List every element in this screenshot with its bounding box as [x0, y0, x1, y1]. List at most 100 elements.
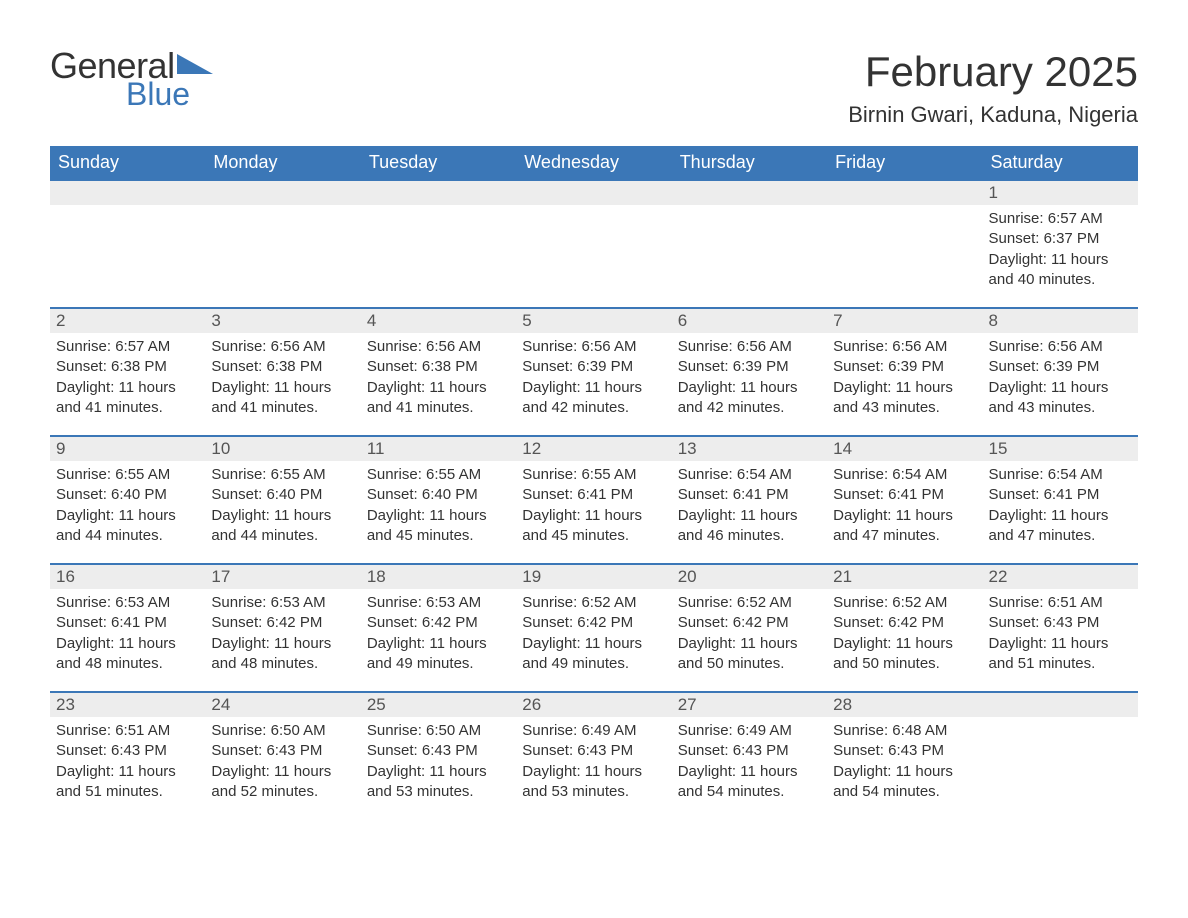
- day-body: Sunrise: 6:49 AMSunset: 6:43 PMDaylight:…: [516, 717, 671, 812]
- sunset-line: Sunset: 6:39 PM: [678, 357, 821, 377]
- calendar-empty-cell: [361, 180, 516, 308]
- day-body: Sunrise: 6:56 AMSunset: 6:38 PMDaylight:…: [205, 333, 360, 428]
- daylight-line: Daylight: 11 hours and 51 minutes.: [989, 634, 1132, 675]
- calendar-week-row: 23Sunrise: 6:51 AMSunset: 6:43 PMDayligh…: [50, 692, 1138, 820]
- sunset-line: Sunset: 6:41 PM: [833, 485, 976, 505]
- daylight-line: Daylight: 11 hours and 45 minutes.: [522, 506, 665, 547]
- calendar-week-row: 2Sunrise: 6:57 AMSunset: 6:38 PMDaylight…: [50, 308, 1138, 436]
- sunset-line: Sunset: 6:39 PM: [989, 357, 1132, 377]
- daylight-line: Daylight: 11 hours and 42 minutes.: [522, 378, 665, 419]
- day-number: [827, 181, 982, 205]
- sunset-line: Sunset: 6:43 PM: [989, 613, 1132, 633]
- daylight-line: Daylight: 11 hours and 47 minutes.: [833, 506, 976, 547]
- sunrise-line: Sunrise: 6:54 AM: [833, 465, 976, 485]
- daylight-line: Daylight: 11 hours and 43 minutes.: [833, 378, 976, 419]
- sunrise-line: Sunrise: 6:55 AM: [367, 465, 510, 485]
- sunrise-line: Sunrise: 6:50 AM: [367, 721, 510, 741]
- sunset-line: Sunset: 6:43 PM: [678, 741, 821, 761]
- sunrise-line: Sunrise: 6:56 AM: [989, 337, 1132, 357]
- calendar-empty-cell: [516, 180, 671, 308]
- day-body: Sunrise: 6:51 AMSunset: 6:43 PMDaylight:…: [50, 717, 205, 812]
- day-body: Sunrise: 6:56 AMSunset: 6:39 PMDaylight:…: [983, 333, 1138, 428]
- sunset-line: Sunset: 6:43 PM: [56, 741, 199, 761]
- weekday-header-row: SundayMondayTuesdayWednesdayThursdayFrid…: [50, 146, 1138, 180]
- daylight-line: Daylight: 11 hours and 44 minutes.: [211, 506, 354, 547]
- daylight-line: Daylight: 11 hours and 53 minutes.: [522, 762, 665, 803]
- calendar-week-row: 16Sunrise: 6:53 AMSunset: 6:41 PMDayligh…: [50, 564, 1138, 692]
- sunset-line: Sunset: 6:43 PM: [211, 741, 354, 761]
- sunset-line: Sunset: 6:38 PM: [367, 357, 510, 377]
- day-number: [516, 181, 671, 205]
- daylight-line: Daylight: 11 hours and 41 minutes.: [367, 378, 510, 419]
- weekday-header: Sunday: [50, 146, 205, 180]
- calendar-day-cell: 28Sunrise: 6:48 AMSunset: 6:43 PMDayligh…: [827, 692, 982, 820]
- calendar-day-cell: 20Sunrise: 6:52 AMSunset: 6:42 PMDayligh…: [672, 564, 827, 692]
- day-number: 16: [50, 565, 205, 589]
- title-block: February 2025 Birnin Gwari, Kaduna, Nige…: [848, 48, 1138, 128]
- daylight-line: Daylight: 11 hours and 43 minutes.: [989, 378, 1132, 419]
- sunrise-line: Sunrise: 6:53 AM: [211, 593, 354, 613]
- day-number: 2: [50, 309, 205, 333]
- day-number: 1: [983, 181, 1138, 205]
- day-number: 8: [983, 309, 1138, 333]
- day-body: Sunrise: 6:50 AMSunset: 6:43 PMDaylight:…: [361, 717, 516, 812]
- calendar-day-cell: 14Sunrise: 6:54 AMSunset: 6:41 PMDayligh…: [827, 436, 982, 564]
- location: Birnin Gwari, Kaduna, Nigeria: [848, 102, 1138, 128]
- day-body: Sunrise: 6:50 AMSunset: 6:43 PMDaylight:…: [205, 717, 360, 812]
- daylight-line: Daylight: 11 hours and 47 minutes.: [989, 506, 1132, 547]
- calendar-empty-cell: [983, 692, 1138, 820]
- logo-text-blue: Blue: [126, 78, 213, 110]
- day-number: 3: [205, 309, 360, 333]
- logo-triangle-icon: [177, 52, 213, 78]
- sunrise-line: Sunrise: 6:52 AM: [678, 593, 821, 613]
- sunrise-line: Sunrise: 6:56 AM: [678, 337, 821, 357]
- day-body: Sunrise: 6:53 AMSunset: 6:41 PMDaylight:…: [50, 589, 205, 684]
- daylight-line: Daylight: 11 hours and 54 minutes.: [833, 762, 976, 803]
- month-title: February 2025: [848, 48, 1138, 96]
- day-body: Sunrise: 6:54 AMSunset: 6:41 PMDaylight:…: [827, 461, 982, 556]
- day-body: [205, 205, 360, 219]
- calendar-day-cell: 1Sunrise: 6:57 AMSunset: 6:37 PMDaylight…: [983, 180, 1138, 308]
- sunset-line: Sunset: 6:39 PM: [522, 357, 665, 377]
- sunset-line: Sunset: 6:43 PM: [833, 741, 976, 761]
- calendar-day-cell: 3Sunrise: 6:56 AMSunset: 6:38 PMDaylight…: [205, 308, 360, 436]
- sunrise-line: Sunrise: 6:54 AM: [678, 465, 821, 485]
- day-body: Sunrise: 6:57 AMSunset: 6:37 PMDaylight:…: [983, 205, 1138, 300]
- daylight-line: Daylight: 11 hours and 41 minutes.: [211, 378, 354, 419]
- day-number: 10: [205, 437, 360, 461]
- calendar-empty-cell: [50, 180, 205, 308]
- weekday-header: Thursday: [672, 146, 827, 180]
- sunrise-line: Sunrise: 6:55 AM: [56, 465, 199, 485]
- calendar-day-cell: 23Sunrise: 6:51 AMSunset: 6:43 PMDayligh…: [50, 692, 205, 820]
- calendar-day-cell: 18Sunrise: 6:53 AMSunset: 6:42 PMDayligh…: [361, 564, 516, 692]
- day-body: Sunrise: 6:57 AMSunset: 6:38 PMDaylight:…: [50, 333, 205, 428]
- sunrise-line: Sunrise: 6:48 AM: [833, 721, 976, 741]
- calendar-day-cell: 16Sunrise: 6:53 AMSunset: 6:41 PMDayligh…: [50, 564, 205, 692]
- sunrise-line: Sunrise: 6:55 AM: [211, 465, 354, 485]
- daylight-line: Daylight: 11 hours and 51 minutes.: [56, 762, 199, 803]
- daylight-line: Daylight: 11 hours and 50 minutes.: [678, 634, 821, 675]
- day-number: 22: [983, 565, 1138, 589]
- calendar-day-cell: 15Sunrise: 6:54 AMSunset: 6:41 PMDayligh…: [983, 436, 1138, 564]
- sunrise-line: Sunrise: 6:56 AM: [833, 337, 976, 357]
- sunrise-line: Sunrise: 6:52 AM: [833, 593, 976, 613]
- sunrise-line: Sunrise: 6:56 AM: [211, 337, 354, 357]
- sunset-line: Sunset: 6:38 PM: [211, 357, 354, 377]
- day-body: Sunrise: 6:55 AMSunset: 6:41 PMDaylight:…: [516, 461, 671, 556]
- sunset-line: Sunset: 6:40 PM: [56, 485, 199, 505]
- sunset-line: Sunset: 6:42 PM: [367, 613, 510, 633]
- day-body: Sunrise: 6:56 AMSunset: 6:39 PMDaylight:…: [516, 333, 671, 428]
- day-body: Sunrise: 6:52 AMSunset: 6:42 PMDaylight:…: [516, 589, 671, 684]
- sunset-line: Sunset: 6:42 PM: [678, 613, 821, 633]
- day-body: Sunrise: 6:53 AMSunset: 6:42 PMDaylight:…: [205, 589, 360, 684]
- sunset-line: Sunset: 6:41 PM: [678, 485, 821, 505]
- day-body: [516, 205, 671, 219]
- calendar-day-cell: 21Sunrise: 6:52 AMSunset: 6:42 PMDayligh…: [827, 564, 982, 692]
- day-body: Sunrise: 6:48 AMSunset: 6:43 PMDaylight:…: [827, 717, 982, 812]
- sunset-line: Sunset: 6:39 PM: [833, 357, 976, 377]
- sunset-line: Sunset: 6:41 PM: [522, 485, 665, 505]
- sunrise-line: Sunrise: 6:50 AM: [211, 721, 354, 741]
- calendar-day-cell: 5Sunrise: 6:56 AMSunset: 6:39 PMDaylight…: [516, 308, 671, 436]
- calendar-day-cell: 19Sunrise: 6:52 AMSunset: 6:42 PMDayligh…: [516, 564, 671, 692]
- sunrise-line: Sunrise: 6:53 AM: [56, 593, 199, 613]
